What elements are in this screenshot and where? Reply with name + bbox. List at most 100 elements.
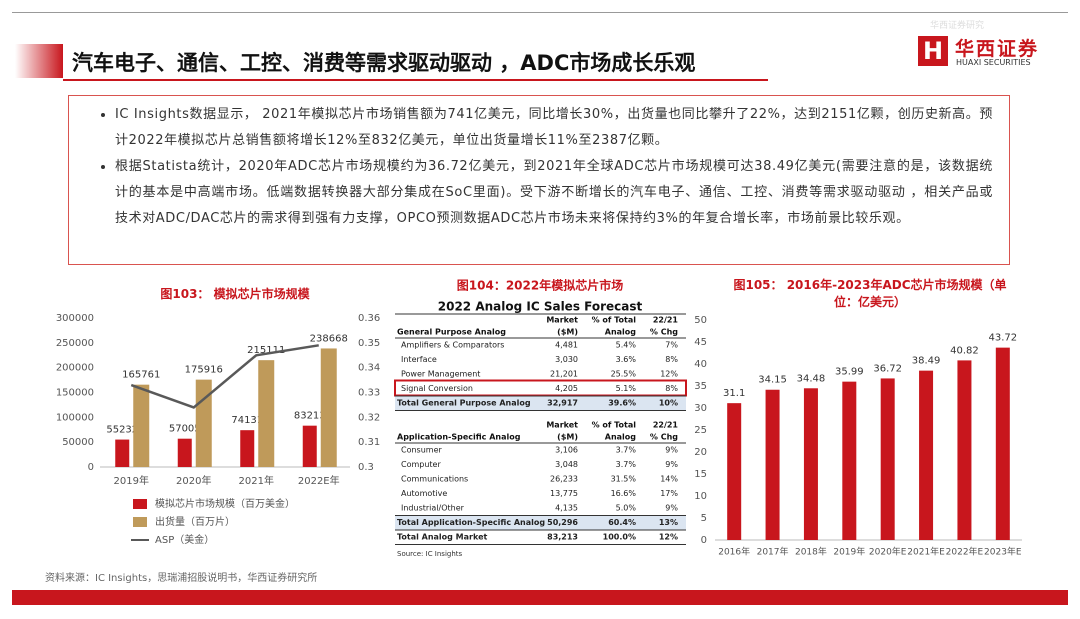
- data-label: 38.49: [912, 356, 941, 367]
- table-cell: 9%: [665, 460, 678, 469]
- data-label: 74131: [231, 415, 263, 426]
- table-header: Analog: [605, 433, 637, 442]
- table-header: 22/21: [653, 316, 679, 325]
- bar: [919, 370, 934, 540]
- table-cell: Interface: [401, 355, 437, 364]
- bar: [177, 438, 192, 467]
- y-tick-label: 35: [694, 381, 707, 392]
- total-bg: [395, 515, 686, 530]
- y-tick-label: 100000: [56, 412, 94, 423]
- footer-source: 资料来源：IC Insights，思瑞浦招股说明书，华西证券研究所: [45, 573, 318, 584]
- table-cell: 5.4%: [616, 341, 637, 350]
- y-tick-label: 0: [88, 462, 94, 473]
- data-label: 238668: [310, 333, 348, 344]
- table-cell: 9%: [665, 504, 678, 513]
- chart-title: 图103： 模拟芯片市场规模: [160, 287, 310, 301]
- bottom-bar: [12, 590, 1068, 605]
- table-header: Application-Specific Analog: [397, 433, 521, 442]
- table-header: % of Total: [592, 421, 637, 430]
- bar: [995, 347, 1010, 540]
- data-label: 215111: [247, 345, 285, 356]
- legend-label: ASP（美金）: [155, 533, 214, 546]
- bar: [842, 381, 857, 540]
- y-tick-label: 15: [694, 469, 707, 480]
- legend-label: 模拟芯片市场规模（百万美金）: [155, 497, 295, 510]
- logo-en: HUAXI SECURITIES: [956, 58, 1031, 67]
- x-tick-label: 2019年: [114, 474, 149, 487]
- y2-tick-label: 0.35: [358, 338, 380, 349]
- y-tick-label: 45: [694, 337, 707, 348]
- table-header: Market: [546, 316, 578, 325]
- table-cell: 21,201: [550, 370, 578, 379]
- bar: [302, 425, 317, 467]
- table-cell: 9%: [665, 446, 678, 455]
- title-rule: [63, 79, 768, 81]
- logo-mark: H: [918, 36, 948, 66]
- table-cell: 4,481: [555, 341, 578, 350]
- y2-tick-label: 0.33: [358, 388, 380, 399]
- total-bg: [395, 396, 686, 410]
- x-tick-label: 2020年: [176, 474, 211, 487]
- x-tick-label: 2020年E: [869, 546, 907, 558]
- bar: [803, 388, 818, 540]
- line: [130, 344, 319, 409]
- x-tick-label: 2022E年: [298, 474, 340, 487]
- table-cell: 3.6%: [616, 355, 637, 364]
- y-tick-label: 300000: [56, 313, 94, 324]
- x-tick-label: 2021年: [239, 474, 274, 487]
- bar: [240, 430, 255, 467]
- x-tick-label: 2019年: [833, 546, 865, 558]
- table-cell: Amplifiers & Comparators: [401, 341, 504, 350]
- x-tick-label: 2023年E: [984, 546, 1022, 558]
- table-cell: 3.7%: [616, 446, 637, 455]
- y2-tick-label: 0.3: [358, 462, 374, 473]
- bar: [765, 389, 780, 540]
- table-cell: Automotive: [401, 489, 447, 498]
- y2-tick-label: 0.32: [358, 412, 380, 423]
- x-tick-label: 2022年E: [946, 546, 984, 558]
- table-cell: 31.5%: [611, 475, 637, 484]
- legend-swatch: [133, 499, 147, 509]
- x-tick-label: 2021年E: [907, 546, 945, 558]
- data-label: 165761: [122, 370, 160, 381]
- table-cell: 25.5%: [611, 370, 637, 379]
- table-cell: 4,135: [555, 504, 578, 513]
- table-cell: Signal Conversion: [401, 384, 473, 393]
- table-cell: Total Analog Market: [397, 533, 488, 542]
- table-cell: 3.7%: [616, 460, 637, 469]
- table-cell: 100.0%: [603, 533, 636, 542]
- data-label: 34.15: [758, 375, 787, 386]
- data-label: 175916: [185, 365, 223, 376]
- table-cell: Total General Purpose Analog: [397, 399, 531, 408]
- bar: [115, 439, 130, 467]
- top-border: [12, 12, 1068, 13]
- bar: [320, 348, 337, 467]
- y-tick-label: 50: [694, 315, 707, 326]
- table-header: % of Total: [592, 316, 637, 325]
- table-cell: 26,233: [550, 475, 578, 484]
- table-cell: 12%: [659, 533, 678, 542]
- table-cell: 14%: [660, 475, 678, 484]
- table-cell: Computer: [401, 460, 441, 469]
- table-cell: 8%: [665, 355, 678, 364]
- table-cell: 3,048: [555, 460, 578, 469]
- bar: [727, 403, 742, 540]
- table-cell: Consumer: [401, 446, 443, 455]
- table-header: Analog: [605, 328, 637, 337]
- table-cell: 16.6%: [611, 489, 637, 498]
- table-cell: 5.1%: [616, 384, 637, 393]
- table-cell: 17%: [660, 489, 678, 498]
- x-tick-label: 2018年: [795, 546, 827, 558]
- y-tick-label: 20: [694, 447, 707, 458]
- bar: [880, 378, 895, 540]
- table-cell: Total Application-Specific Analog: [397, 518, 545, 527]
- table-cell: 3,106: [555, 446, 578, 455]
- bar: [957, 360, 972, 540]
- watermark: 华西证券研究: [930, 21, 985, 31]
- table-cell: 60.4%: [608, 518, 636, 527]
- y-tick-label: 40: [694, 359, 707, 370]
- logo-text: 华西证券: [955, 38, 1040, 60]
- table-cell: 50,296: [547, 518, 578, 527]
